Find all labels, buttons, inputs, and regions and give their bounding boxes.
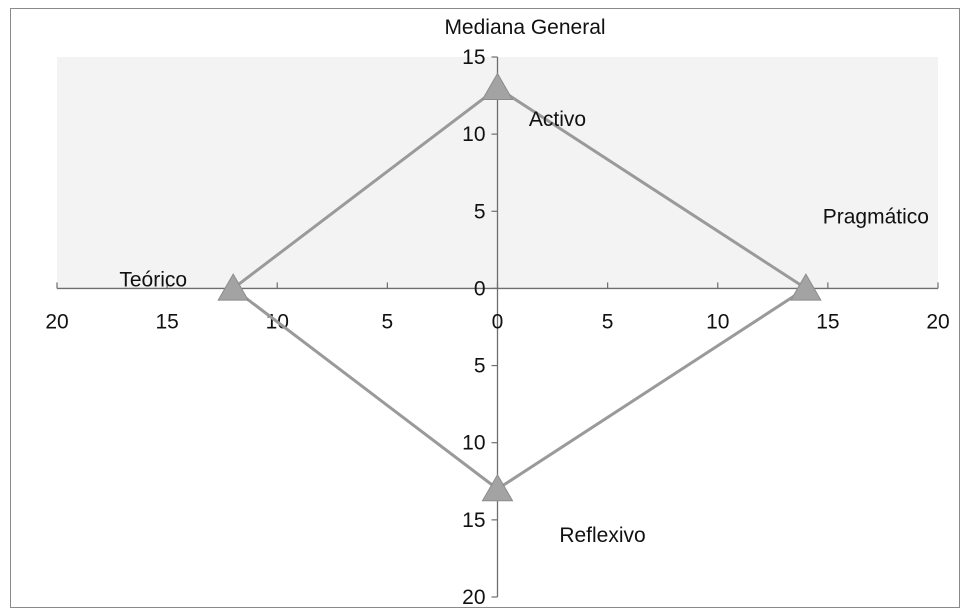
x-tick-label: 0	[492, 310, 504, 333]
x-tick-label: 15	[816, 310, 839, 333]
point-label: Pragmático	[823, 205, 929, 228]
x-tick-label: 20	[926, 310, 949, 333]
point-label: Activo	[529, 108, 586, 131]
point-label: Reflexivo	[559, 524, 645, 547]
y-tick-label: 10	[462, 123, 485, 146]
y-tick-label: 5	[474, 355, 486, 378]
y-tick-label: 0	[474, 277, 486, 300]
y-tick-label: 10	[462, 432, 485, 455]
x-tick-label: 10	[706, 310, 729, 333]
point-marker	[789, 273, 822, 301]
x-tick-label: 5	[382, 310, 394, 333]
y-tick-label: 15	[462, 509, 485, 532]
y-tick-label: 5	[474, 200, 486, 223]
x-tick-label: 5	[602, 310, 614, 333]
point-labels: Activo Pragmático Reflexivo Teórico	[119, 108, 929, 547]
chart-title: Mediana General	[444, 16, 605, 39]
point-label: Teórico	[119, 268, 187, 291]
point-marker	[481, 72, 514, 101]
x-tick-label: 15	[155, 310, 178, 333]
x-tick-label: 20	[45, 310, 68, 333]
point-marker	[481, 473, 514, 502]
series-layer	[217, 72, 822, 502]
y-tick-label: 15	[462, 46, 485, 69]
point-marker	[217, 273, 250, 301]
y-tick-label: 20	[462, 586, 485, 609]
